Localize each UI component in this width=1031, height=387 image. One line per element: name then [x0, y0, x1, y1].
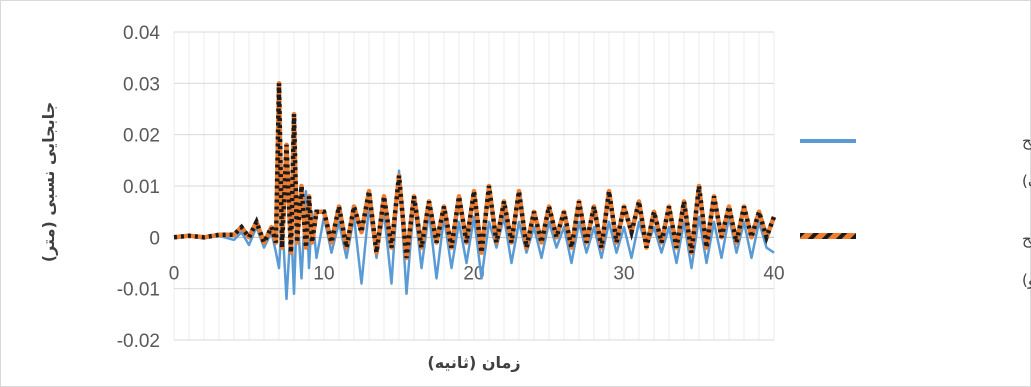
legend-label-series-2-line-1: سیستم دوگانه (سطح [1022, 230, 1031, 248]
x-tick-label: 10 [313, 263, 334, 284]
grid-lines [174, 32, 774, 340]
x-tick-label: 0 [169, 263, 180, 284]
y-axis-ticks: -0.02 -0.01 0 0.01 0.02 0.03 0.04 [117, 23, 161, 352]
legend: سیستم دوگانه (سطح خطر یک) سیستم دوگانه (… [800, 132, 1031, 289]
x-axis-title: زمان (ثانیه) [427, 353, 520, 372]
legend-label-series-1-line-2: خطر یک) [1022, 172, 1031, 190]
legend-label-series-1-line-1: سیستم دوگانه (سطح [1022, 132, 1031, 150]
y-tick-label: 0.02 [123, 126, 160, 147]
x-tick-label: 30 [613, 263, 634, 284]
y-tick-label: -0.01 [117, 280, 160, 301]
y-axis-title: جابجایی نسبی (متر) [39, 102, 58, 262]
y-tick-label: 0.04 [123, 23, 160, 44]
x-tick-label: 40 [763, 263, 784, 284]
legend-swatch-series-2 [800, 233, 856, 239]
y-tick-label: 0 [149, 228, 160, 249]
y-tick-label: -0.02 [117, 331, 160, 352]
y-tick-label: 0.01 [123, 177, 160, 198]
legend-label-series-2-line-2: خطر دو) [1022, 271, 1031, 289]
y-tick-label: 0.03 [123, 74, 160, 95]
